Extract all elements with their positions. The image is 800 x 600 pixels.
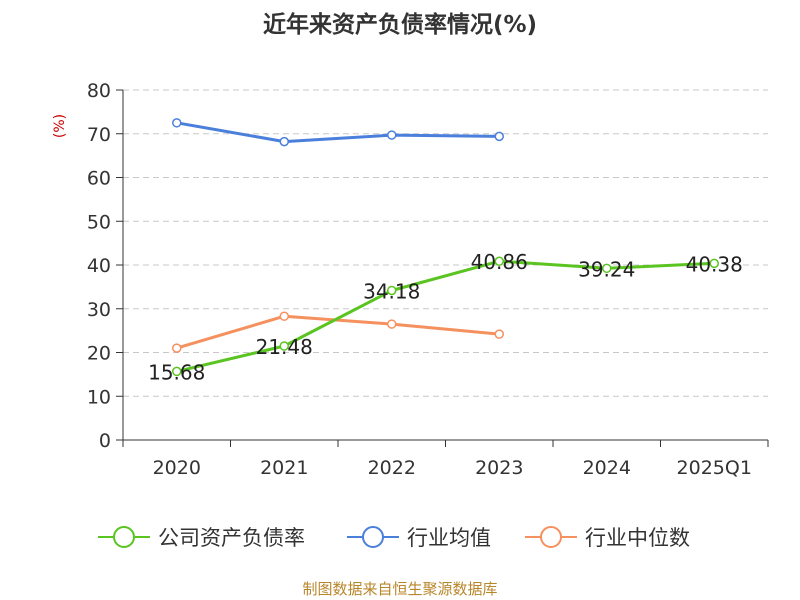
chart-title: 近年来资产负债率情况(%) (263, 11, 537, 38)
source-note: 制图数据来自恒生聚源数据库 (302, 580, 497, 598)
legend-label: 行业均值 (407, 526, 491, 550)
data-point (279, 341, 289, 351)
series-line-1 (176, 259, 715, 373)
x-tick-label: 2023 (475, 457, 523, 479)
data-label: 34.18 (363, 279, 420, 303)
y-tick-label: 10 (87, 386, 111, 408)
series-line-3 (176, 314, 500, 350)
data-point (494, 329, 504, 339)
y-tick-label: 20 (87, 343, 111, 365)
legend-marker (540, 526, 562, 548)
data-label: 21.48 (256, 335, 313, 359)
data-point (494, 131, 504, 142)
y-tick-label: 30 (87, 299, 111, 321)
data-point (709, 258, 719, 269)
legend-label: 公司资产负债率 (158, 526, 305, 550)
x-tick-label: 2021 (260, 457, 308, 479)
data-point (387, 319, 397, 329)
legend-marker (362, 526, 384, 548)
data-point (387, 130, 397, 140)
legend-label: 行业中位数 (585, 526, 690, 550)
series-layer (172, 118, 719, 377)
data-point (279, 136, 289, 147)
x-tick-label: 2022 (368, 457, 416, 479)
data-labels: 15.68 21.48 34.18 40.86 39.24 40.38 (148, 250, 743, 384)
data-point (172, 118, 182, 128)
y-tick-label: 0 (99, 430, 111, 452)
y-tick-label: 60 (87, 168, 111, 190)
data-label: 40.38 (686, 252, 743, 276)
x-tick-label: 2024 (583, 457, 631, 479)
x-tick-label: 2025Q1 (677, 457, 752, 479)
y-tick-label: 70 (87, 124, 111, 146)
axes: 0 10 20 30 40 50 60 70 80 2020 2021 2022 2023 2024 202… (87, 80, 769, 479)
data-point (279, 311, 289, 321)
data-label: 39.24 (578, 257, 635, 281)
data-label: 15.68 (148, 360, 205, 384)
y-tick-label: 40 (87, 255, 111, 277)
data-point (172, 343, 182, 353)
x-tick-label: 2020 (153, 457, 201, 479)
data-label: 40.86 (471, 250, 528, 274)
legend: 公司资产负债率 行业均值 行业中位数 (98, 526, 690, 550)
legend-marker (113, 526, 135, 548)
series-line-2 (176, 121, 500, 144)
y-axis-unit-label: (%) (52, 114, 68, 138)
data-point (387, 285, 397, 296)
y-tick-label: 50 (87, 211, 111, 233)
y-tick-label: 80 (87, 80, 111, 102)
data-point (494, 256, 504, 266)
data-point (172, 366, 182, 377)
data-point (602, 263, 612, 274)
gridlines (123, 89, 768, 397)
